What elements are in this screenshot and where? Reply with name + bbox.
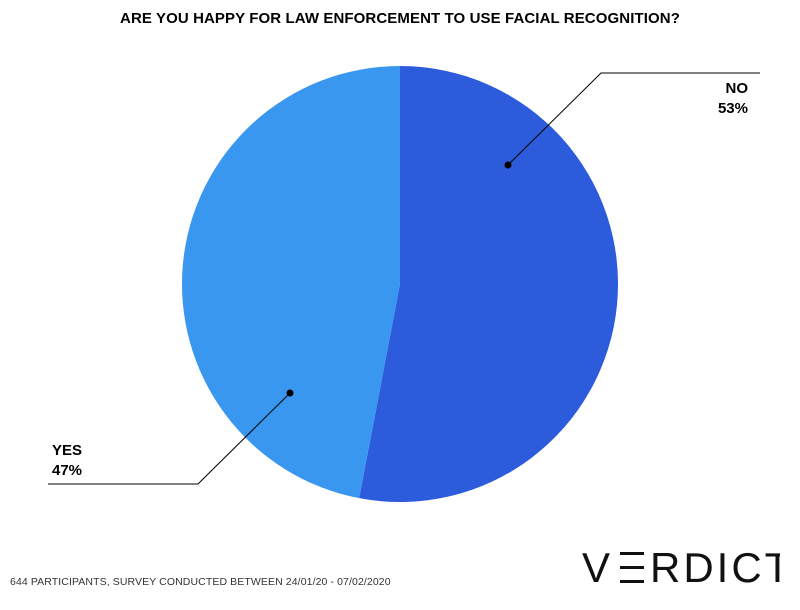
pie-slice-no (359, 66, 619, 502)
pie-slice-yes (182, 66, 400, 499)
slice-label-no: NO (726, 80, 749, 97)
slice-label-yes: YES (52, 442, 82, 459)
slice-value-label-yes: 47% (52, 462, 82, 479)
leader-line-no (507, 72, 760, 166)
survey-footnote: 644 PARTICIPANTS, SURVEY CONDUCTED BETWE… (10, 576, 391, 588)
chart-title: ARE YOU HAPPY FOR LAW ENFORCEMENT TO USE… (120, 10, 680, 27)
leader-dot-yes (286, 389, 294, 397)
leader-line-yes (48, 392, 291, 485)
svg-text:RDICT: RDICT (650, 544, 780, 590)
leader-dot-no (504, 161, 512, 169)
verdict-logo: V RDICT (582, 544, 780, 590)
svg-text:V: V (582, 544, 613, 590)
slice-value-label-no: 53% (718, 100, 748, 117)
